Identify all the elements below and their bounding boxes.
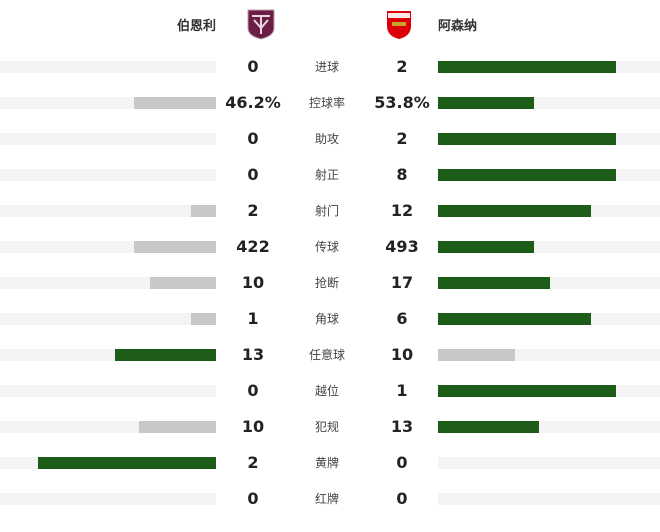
away-value: 8 <box>396 165 408 184</box>
away-value: 10 <box>390 345 414 364</box>
stat-label: 进球 <box>314 60 339 74</box>
away-bar-track <box>438 457 660 469</box>
home-value: 2 <box>247 453 259 472</box>
away-value: 0 <box>396 453 408 472</box>
home-value: 422 <box>236 237 270 256</box>
stat-row: 422 传球 493 <box>0 235 660 259</box>
stat-label: 控球率 <box>308 96 345 110</box>
home-bar <box>38 457 216 469</box>
home-value: 10 <box>241 273 265 292</box>
home-bar-track <box>0 61 216 73</box>
home-bar <box>191 313 216 325</box>
away-value: 6 <box>396 309 408 328</box>
home-value: 13 <box>241 345 265 364</box>
home-bar-track <box>0 313 216 325</box>
away-value: 0 <box>396 489 408 508</box>
home-bar <box>191 205 216 217</box>
away-bar <box>438 205 591 217</box>
stat-row: 0 越位 1 <box>0 379 660 403</box>
stat-label: 红牌 <box>314 492 339 506</box>
away-bar-track <box>438 493 660 505</box>
away-bar <box>438 277 550 289</box>
stat-row: 0 进球 2 <box>0 55 660 79</box>
stat-label: 犯规 <box>314 420 339 434</box>
away-value: 493 <box>385 237 419 256</box>
home-bar <box>150 277 216 289</box>
home-value: 46.2% <box>225 93 281 112</box>
stat-row: 0 助攻 2 <box>0 127 660 151</box>
home-value: 2 <box>247 201 259 220</box>
stat-row: 13 任意球 10 <box>0 343 660 367</box>
stat-row: 0 射正 8 <box>0 163 660 187</box>
stat-label: 射门 <box>314 204 339 218</box>
away-bar <box>438 169 616 181</box>
away-value: 17 <box>390 273 414 292</box>
stat-label: 抢断 <box>314 276 339 290</box>
away-value: 2 <box>396 129 408 148</box>
home-bar-track <box>0 205 216 217</box>
home-bar <box>134 97 216 109</box>
home-bar-track <box>0 169 216 181</box>
stat-label: 射正 <box>314 168 339 182</box>
home-bar <box>115 349 216 361</box>
away-bar <box>438 97 534 109</box>
home-bar-track <box>0 133 216 145</box>
away-bar <box>438 241 534 253</box>
stat-label: 角球 <box>314 312 339 326</box>
away-team-name[interactable]: 阿森纳 <box>438 19 478 34</box>
stat-label: 任意球 <box>308 348 345 362</box>
away-bar <box>438 313 591 325</box>
away-bar <box>438 421 539 433</box>
stat-label: 传球 <box>314 240 339 254</box>
home-bar-track <box>0 385 216 397</box>
home-value: 0 <box>247 489 259 508</box>
burnley-crest-icon <box>247 9 275 40</box>
home-value: 0 <box>247 129 259 148</box>
stat-row: 1 角球 6 <box>0 307 660 331</box>
away-bar <box>438 349 515 361</box>
away-value: 2 <box>396 57 408 76</box>
stat-row: 2 射门 12 <box>0 199 660 223</box>
away-value: 53.8% <box>374 93 430 112</box>
stat-row: 0 红牌 0 <box>0 487 660 511</box>
home-bar <box>134 241 216 253</box>
home-value: 0 <box>247 57 259 76</box>
home-bar-track <box>0 493 216 505</box>
away-value: 1 <box>396 381 408 400</box>
home-value: 0 <box>247 165 259 184</box>
home-value: 10 <box>241 417 265 436</box>
home-team-name[interactable]: 伯恩利 <box>176 19 216 34</box>
stat-row: 46.2% 控球率 53.8% <box>0 91 660 115</box>
away-bar <box>438 385 616 397</box>
home-value: 0 <box>247 381 259 400</box>
away-bar <box>438 61 616 73</box>
stat-label: 助攻 <box>314 132 339 146</box>
home-value: 1 <box>247 309 259 328</box>
away-value: 12 <box>390 201 414 220</box>
home-bar <box>139 421 216 433</box>
away-bar <box>438 133 616 145</box>
stat-row: 2 黄牌 0 <box>0 451 660 475</box>
arsenal-crest-icon <box>387 11 411 39</box>
stat-row: 10 抢断 17 <box>0 271 660 295</box>
away-value: 13 <box>390 417 414 436</box>
stat-row: 10 犯规 13 <box>0 415 660 439</box>
stat-label: 黄牌 <box>314 456 339 470</box>
stat-label: 越位 <box>314 384 339 398</box>
